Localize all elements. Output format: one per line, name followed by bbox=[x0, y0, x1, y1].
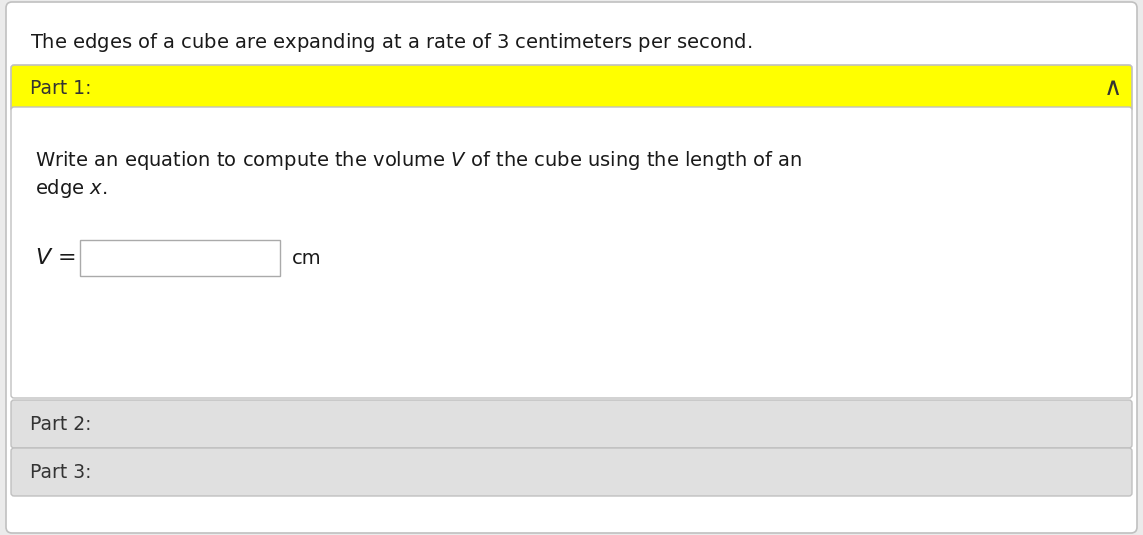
Text: Write an equation to compute the volume $V$ of the cube using the length of an: Write an equation to compute the volume … bbox=[35, 149, 802, 172]
Text: edge $x$.: edge $x$. bbox=[35, 177, 107, 200]
Text: Part 2:: Part 2: bbox=[30, 415, 91, 433]
FancyBboxPatch shape bbox=[11, 107, 1132, 398]
FancyBboxPatch shape bbox=[11, 400, 1132, 448]
Text: Part 3:: Part 3: bbox=[30, 462, 91, 482]
FancyBboxPatch shape bbox=[6, 2, 1137, 533]
Text: $V$ =: $V$ = bbox=[35, 248, 75, 268]
Text: Part 1:: Part 1: bbox=[30, 79, 91, 97]
Text: The edges of a cube are expanding at a rate of $3$ centimeters per second.: The edges of a cube are expanding at a r… bbox=[30, 30, 752, 54]
FancyBboxPatch shape bbox=[11, 65, 1132, 111]
FancyBboxPatch shape bbox=[11, 448, 1132, 496]
Text: cm: cm bbox=[291, 248, 321, 268]
Bar bbox=[80, 240, 280, 276]
Text: ∧: ∧ bbox=[1104, 76, 1122, 100]
